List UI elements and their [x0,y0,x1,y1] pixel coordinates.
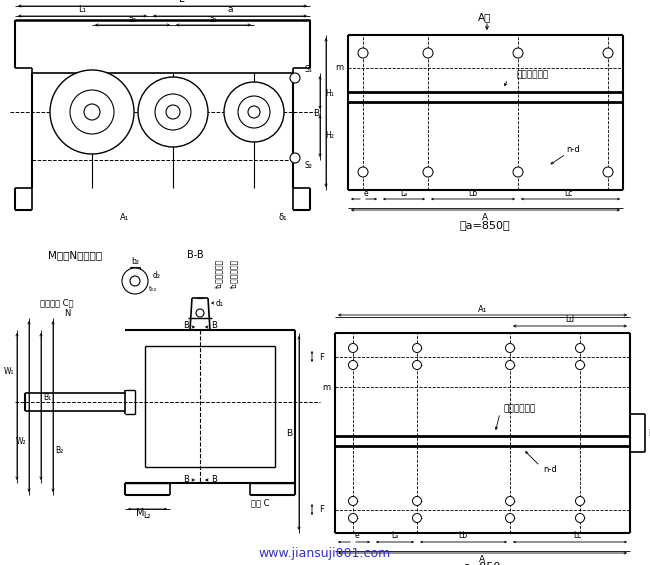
Circle shape [506,514,515,523]
Text: B₁: B₁ [43,393,51,402]
Text: L₁: L₁ [78,6,86,15]
Circle shape [413,360,421,370]
Circle shape [290,73,300,83]
Text: 楔键斜度 C。: 楔键斜度 C。 [40,298,73,307]
Text: M: M [136,508,144,518]
Text: Lc: Lc [573,532,581,541]
Circle shape [506,344,515,353]
Text: 除a=850外: 除a=850外 [460,220,510,230]
Text: e: e [355,532,359,541]
Text: B: B [313,108,319,118]
Text: n-d: n-d [543,464,557,473]
Text: A₁: A₁ [120,214,129,223]
Text: H₂: H₂ [326,132,335,141]
Circle shape [196,309,204,317]
Text: N: N [64,308,70,318]
Text: a: a [227,6,233,15]
Text: B: B [183,321,189,331]
Text: t₁（圆柱轴）: t₁（圆柱轴） [216,258,224,288]
Circle shape [603,167,613,177]
Text: Lc: Lc [564,189,572,198]
Circle shape [575,497,584,506]
Text: www.jiansuji001.com: www.jiansuji001.com [259,546,391,559]
Text: e: e [364,189,369,198]
Text: a₁: a₁ [209,15,217,24]
Text: L₂: L₂ [143,511,151,519]
Text: Lb: Lb [469,189,478,198]
Text: Lₐ: Lₐ [391,532,398,541]
Circle shape [348,360,358,370]
Text: H₁: H₁ [326,89,334,98]
Text: S₁: S₁ [304,66,312,75]
Text: Lₐ: Lₐ [400,189,408,198]
Circle shape [248,106,260,118]
Circle shape [575,344,584,353]
Text: a₂: a₂ [128,15,136,24]
Text: Ld: Ld [566,315,575,324]
Text: 输出轴中心线: 输出轴中心线 [517,71,549,80]
Circle shape [413,497,421,506]
Text: n-d: n-d [566,146,580,154]
Text: B₂: B₂ [55,446,63,455]
Text: A: A [482,212,488,221]
Text: m: m [322,383,330,392]
Text: B: B [211,321,217,331]
Circle shape [358,167,368,177]
Circle shape [423,48,433,58]
Text: W₁: W₁ [4,367,14,376]
Text: E₁: E₁ [648,428,650,437]
Text: W₂: W₂ [16,437,26,446]
Text: Lb: Lb [458,532,467,541]
Circle shape [413,514,421,523]
Text: B-B: B-B [187,250,203,260]
Circle shape [575,514,584,523]
Text: t₀₂: t₀₂ [149,286,157,292]
Circle shape [348,497,358,506]
Circle shape [423,167,433,177]
Text: F: F [320,506,324,515]
Text: A: A [479,555,485,564]
Circle shape [166,105,180,119]
Text: a=850: a=850 [463,562,500,565]
Circle shape [358,48,368,58]
Circle shape [413,344,421,353]
Text: 锥度 C: 锥度 C [251,498,269,507]
Text: A向: A向 [478,12,491,22]
Circle shape [50,70,134,154]
Circle shape [122,268,148,294]
Text: S₂: S₂ [304,162,312,171]
Circle shape [348,514,358,523]
Text: M向（N向旋转）: M向（N向旋转） [48,250,102,260]
Circle shape [224,82,284,142]
Circle shape [513,48,523,58]
Text: d₁: d₁ [216,298,224,307]
Circle shape [603,48,613,58]
Circle shape [575,360,584,370]
Circle shape [84,104,100,120]
Text: δ₁: δ₁ [279,214,287,223]
Text: b₂: b₂ [131,257,139,266]
Text: d₂: d₂ [153,272,161,280]
Text: m: m [335,63,343,72]
Text: L: L [179,0,185,4]
Circle shape [290,153,300,163]
Circle shape [506,360,515,370]
Text: B: B [286,428,292,437]
Text: A₁: A₁ [478,306,487,315]
Text: F: F [320,353,324,362]
Circle shape [348,344,358,353]
Circle shape [506,497,515,506]
Text: B: B [183,475,189,484]
Text: B: B [211,475,217,484]
Circle shape [138,77,208,147]
Text: t₁（圆锥轴）: t₁（圆锥轴） [231,258,239,288]
Circle shape [513,167,523,177]
Text: 输出轴中心线: 输出轴中心线 [504,405,536,414]
